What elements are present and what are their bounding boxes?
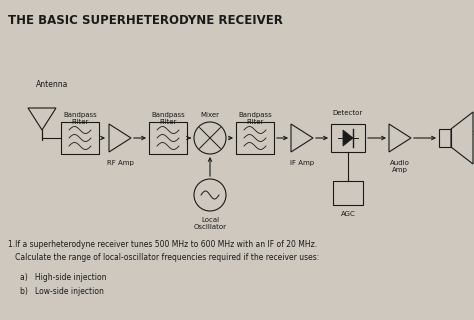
Text: Mixer: Mixer xyxy=(201,112,219,118)
Text: 1.If a superheterodyne receiver tunes 500 MHz to 600 MHz with an IF of 20 MHz.: 1.If a superheterodyne receiver tunes 50… xyxy=(8,240,317,249)
Text: Local
Oscillator: Local Oscillator xyxy=(193,217,227,230)
Text: a)   High-side injection: a) High-side injection xyxy=(20,273,107,282)
Text: Bandpass
Filter: Bandpass Filter xyxy=(63,112,97,125)
Bar xyxy=(439,129,451,147)
Text: b)   Low-side injection: b) Low-side injection xyxy=(20,287,104,296)
Bar xyxy=(331,124,365,152)
Bar xyxy=(61,122,99,154)
Text: Audio
Amp: Audio Amp xyxy=(390,160,410,173)
Text: IF Amp: IF Amp xyxy=(290,160,314,166)
Polygon shape xyxy=(343,130,353,146)
Text: Antenna: Antenna xyxy=(36,80,68,89)
Text: Detector: Detector xyxy=(333,110,363,116)
Text: AGC: AGC xyxy=(341,211,356,217)
Text: Calculate the range of local-oscillator frequencies required if the receiver use: Calculate the range of local-oscillator … xyxy=(8,253,319,262)
Bar xyxy=(333,181,363,205)
Text: Bandpass
Filter: Bandpass Filter xyxy=(238,112,272,125)
Text: Speaker: Speaker xyxy=(473,130,474,136)
Bar xyxy=(149,122,187,154)
Text: Bandpass
Filter: Bandpass Filter xyxy=(151,112,185,125)
Text: RF Amp: RF Amp xyxy=(107,160,134,166)
Bar xyxy=(236,122,274,154)
Text: THE BASIC SUPERHETERODYNE RECEIVER: THE BASIC SUPERHETERODYNE RECEIVER xyxy=(8,14,283,27)
